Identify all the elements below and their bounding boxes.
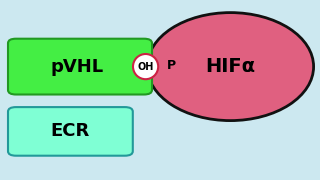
Text: ECR: ECR <box>51 122 90 140</box>
Text: OH: OH <box>137 62 154 72</box>
Text: P: P <box>167 59 176 72</box>
FancyBboxPatch shape <box>8 39 152 95</box>
Text: pVHL: pVHL <box>51 58 104 76</box>
Ellipse shape <box>147 13 314 121</box>
FancyBboxPatch shape <box>8 107 133 156</box>
Text: HIFα: HIFα <box>205 57 255 76</box>
Ellipse shape <box>133 54 158 79</box>
